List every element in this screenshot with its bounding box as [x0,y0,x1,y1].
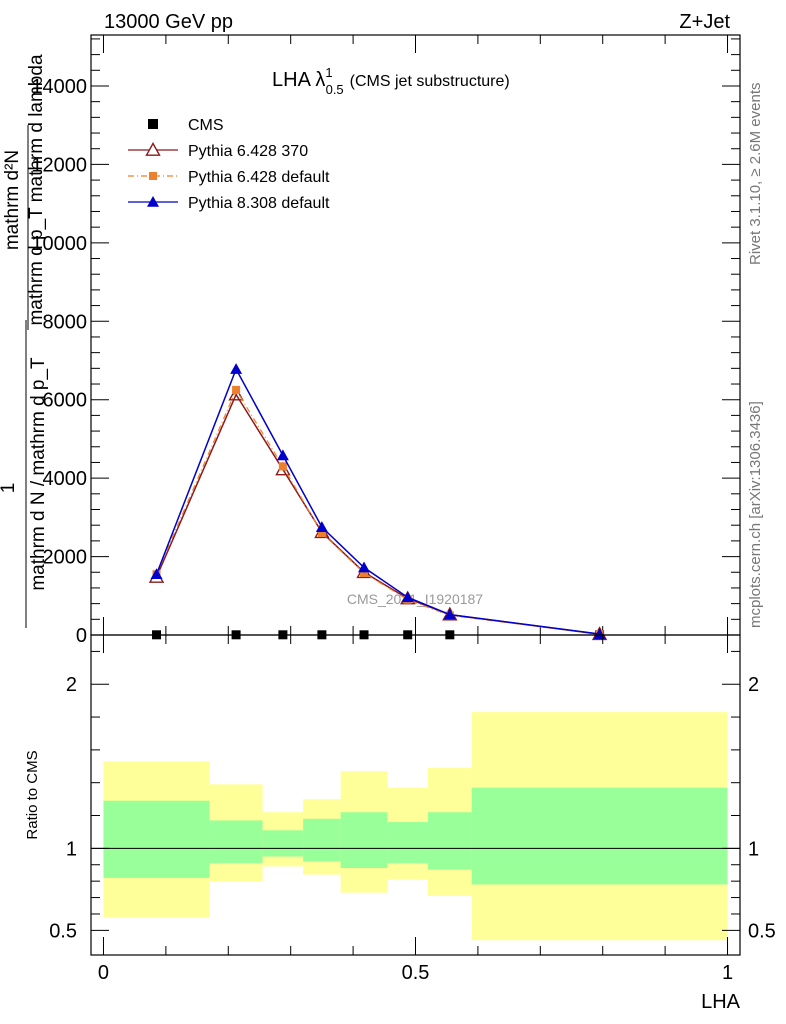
main-ytick-label: 8000 [43,311,88,333]
ratio-panel: 0.5 0.5 1 1 2 2 0 0.5 1 Ratio to CMS LHA [24,634,776,1013]
main-ytick-label: 6000 [43,390,88,412]
main-ytick-label: 10000 [31,233,87,255]
ratio-xtick-label: 0 [98,962,109,984]
series-marker-2 [232,385,241,394]
ratio-ytick-label: 1 [66,838,77,860]
ratio-ytick-label-right: 2 [748,674,759,696]
ratio-ytick-label-right: 1 [748,838,759,860]
main-ytick-label: 12000 [31,154,87,176]
ratio-frame [90,634,741,956]
ylabel-top: mathrm d p_T mathrm d lambda [26,54,47,325]
header-right: Z+Jet [679,11,730,33]
series-line-3 [155,367,600,635]
series-marker-2 [317,529,326,538]
ratio-xtick-label: 1 [722,962,733,984]
ratio-band-green [209,820,263,864]
ratio-ytick-label-right: 0.5 [748,920,776,942]
ratio-band-green [387,822,428,864]
legend-marker-0 [148,119,158,129]
ratio-ylabel: Ratio to CMS [24,750,41,839]
legend-label-2: Pythia 6.428 default [188,169,330,186]
main-ylabel: mathrm d p_T mathrm d lambda mathrm d²N … [0,54,49,628]
series-marker-3 [276,449,289,461]
series-marker-3 [358,561,371,573]
series-marker-3 [230,363,243,374]
series-marker-2 [278,462,287,471]
ratio-bands [91,712,740,941]
ylabel-bottom: mathrm d N / mathrm d p_T [28,357,49,591]
plot-title: LHA λ1 0.5 (CMS jet substructure) [272,65,510,97]
main-ytick-label: 4000 [43,468,88,490]
main-ytick-label: 14000 [31,76,87,98]
main-series [148,363,608,641]
xlabel: LHA [701,991,741,1013]
ratio-ytick-label: 2 [66,674,77,696]
ratio-ytick-label: 0.5 [49,920,77,942]
series-marker-3 [315,521,328,532]
legend-label-3: Pythia 8.308 default [188,195,330,212]
ratio-band-green [340,812,388,869]
main-panel: 2000 4000 6000 8000 10000 12000 14000 0 CMS_202… [0,34,741,647]
legend-marker-1 [145,142,161,156]
legend-label-1: Pythia 6.428 370 [188,143,308,160]
ratio-ticks: 0.5 0.5 1 1 2 2 0 0.5 1 [49,635,776,984]
legend: CMS Pythia 6.428 370 Pythia 6.428 default P… [128,117,330,212]
header-left: 13000 GeV pp [104,11,233,33]
ylabel-top-num: mathrm d²N [2,150,23,250]
series-marker-2 [360,569,369,578]
mcplots-label: mcplots.cern.ch [arXiv:1306.3436] [747,401,764,628]
ratio-band-green [262,830,304,857]
series-marker-3 [401,591,414,603]
legend-label-0: CMS [188,117,224,134]
ratio-band-green [427,812,472,870]
main-ticks: 2000 4000 6000 8000 10000 12000 14000 0 [31,35,740,647]
analysis-watermark: CMS_2021_I1920187 [347,591,483,607]
legend-marker-3 [147,196,159,207]
ratio-band-green [103,800,210,878]
ylabel-one: 1 [0,483,19,494]
series-marker-3 [443,608,456,620]
main-ytick-label: 0 [76,625,87,647]
main-ytick-label: 2000 [43,547,88,569]
ratio-band-green [303,818,341,862]
ratio-band-green [471,787,728,885]
ratio-xtick-label: 0.5 [402,962,430,984]
series-marker-1 [228,386,244,401]
rivet-label: Rivet 3.1.10, ≥ 2.6M events [747,83,764,266]
legend-marker-2 [149,172,157,180]
series-marker-3 [150,568,163,580]
